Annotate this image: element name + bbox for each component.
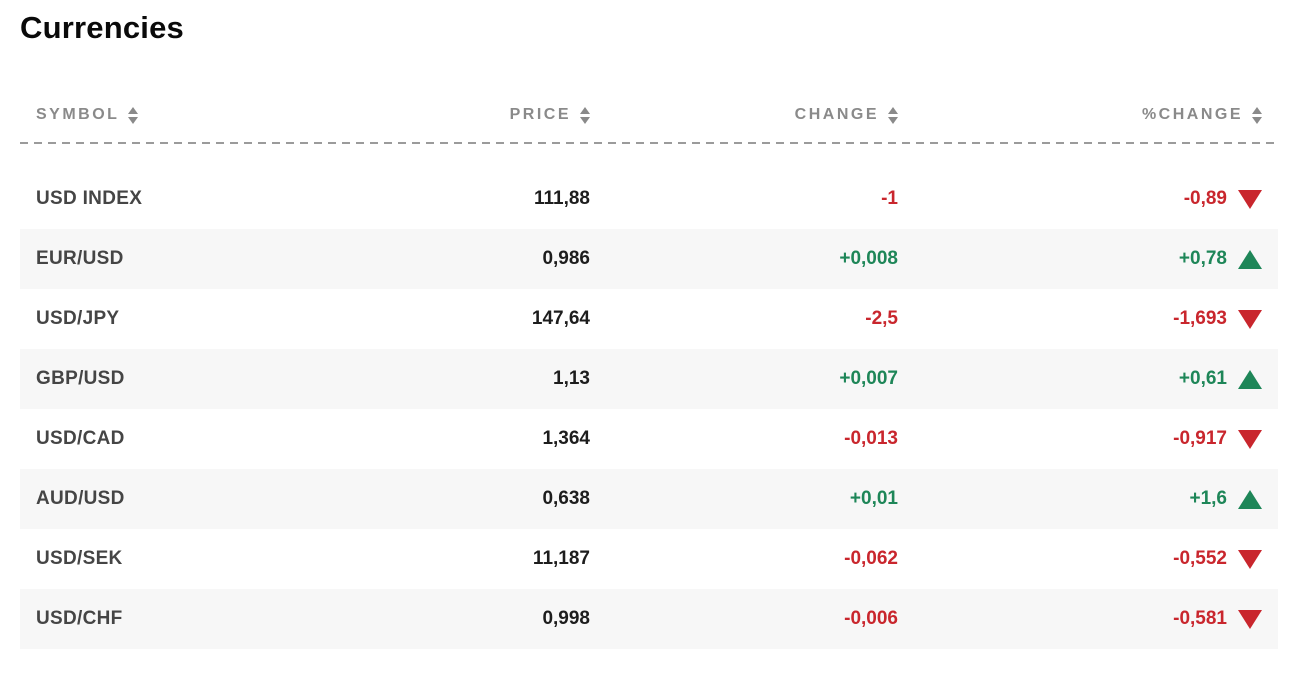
pct-change-cell: -1,693: [898, 308, 1278, 330]
change-cell: -0,062: [844, 548, 898, 569]
table-row[interactable]: USD/SEK 11,187 -0,062 -0,552: [20, 529, 1278, 589]
sort-arrows-icon: [1252, 106, 1262, 124]
triangle-down-icon: [1238, 609, 1262, 629]
pct-change-cell: -0,552: [898, 548, 1278, 570]
pct-change-value: -0,552: [1173, 548, 1227, 569]
pct-change-value: +0,61: [1178, 368, 1227, 389]
price-cell: 1,13: [553, 368, 590, 389]
column-header-price-label: PRICE: [509, 106, 571, 123]
column-header-change-label: CHANGE: [794, 106, 879, 123]
symbol-cell: USD/SEK: [36, 548, 123, 569]
table-row[interactable]: GBP/USD 1,13 +0,007 +0,61: [20, 349, 1278, 409]
symbol-cell: USD/CHF: [36, 608, 123, 629]
pct-change-value: -1,693: [1173, 308, 1227, 329]
pct-change-cell: +0,78: [898, 248, 1278, 270]
pct-change-value: +0,78: [1178, 248, 1227, 269]
price-cell: 11,187: [532, 548, 590, 569]
symbol-cell: USD/JPY: [36, 308, 120, 329]
change-cell: +0,01: [849, 488, 898, 509]
table-header-row: SYMBOL PRICE CHANGE: [20, 98, 1278, 142]
pct-change-cell: +1,6: [898, 488, 1278, 510]
price-cell: 0,638: [542, 488, 590, 509]
symbol-cell: AUD/USD: [36, 488, 125, 509]
sort-asc-arrow-icon: [580, 106, 590, 114]
currencies-table: SYMBOL PRICE CHANGE: [20, 98, 1278, 649]
column-header-pct-change-label: %CHANGE: [1141, 106, 1243, 123]
sort-desc-arrow-icon: [888, 116, 898, 124]
symbol-cell: GBP/USD: [36, 368, 125, 389]
price-cell: 0,998: [542, 608, 590, 629]
pct-change-cell: +0,61: [898, 368, 1278, 390]
symbol-cell: EUR/USD: [36, 248, 124, 269]
sort-arrows-icon: [580, 106, 590, 124]
pct-change-value: -0,89: [1183, 188, 1227, 209]
column-header-symbol[interactable]: SYMBOL: [20, 106, 300, 124]
column-header-change[interactable]: CHANGE: [590, 106, 898, 124]
pct-change-cell: -0,581: [898, 608, 1278, 630]
table-row[interactable]: USD/CHF 0,998 -0,006 -0,581: [20, 589, 1278, 649]
header-divider: [20, 142, 1278, 144]
change-cell: -0,006: [844, 608, 898, 629]
sort-desc-arrow-icon: [128, 116, 139, 124]
symbol-cell: USD/CAD: [36, 428, 125, 449]
price-cell: 0,986: [542, 248, 590, 269]
sort-desc-arrow-icon: [1252, 116, 1262, 124]
sort-arrows-icon: [888, 106, 898, 124]
table-body: USD INDEX 111,88 -1 -0,89 EUR/USD 0,986 …: [20, 169, 1278, 649]
sort-desc-arrow-icon: [580, 116, 590, 124]
table-row[interactable]: EUR/USD 0,986 +0,008 +0,78: [20, 229, 1278, 289]
pct-change-value: +1,6: [1189, 488, 1227, 509]
sort-arrows-icon: [128, 106, 139, 124]
triangle-down-icon: [1238, 429, 1262, 449]
change-cell: +0,007: [839, 368, 898, 389]
triangle-up-icon: [1238, 249, 1262, 269]
pct-change-cell: -0,917: [898, 428, 1278, 450]
table-row[interactable]: USD/JPY 147,64 -2,5 -1,693: [20, 289, 1278, 349]
change-cell: +0,008: [839, 248, 898, 269]
change-cell: -2,5: [865, 308, 898, 329]
page-title: Currencies: [20, 10, 184, 45]
change-cell: -1: [881, 188, 898, 209]
sort-asc-arrow-icon: [128, 106, 139, 114]
column-header-pct-change[interactable]: %CHANGE: [898, 106, 1278, 124]
symbol-cell: USD INDEX: [36, 188, 143, 209]
column-header-price[interactable]: PRICE: [300, 106, 590, 124]
pct-change-value: -0,917: [1173, 428, 1227, 449]
price-cell: 147,64: [531, 308, 590, 329]
table-row[interactable]: AUD/USD 0,638 +0,01 +1,6: [20, 469, 1278, 529]
change-cell: -0,013: [844, 428, 898, 449]
column-header-symbol-label: SYMBOL: [36, 106, 120, 123]
sort-asc-arrow-icon: [1252, 106, 1262, 114]
triangle-down-icon: [1238, 309, 1262, 329]
triangle-down-icon: [1238, 189, 1262, 209]
triangle-up-icon: [1238, 369, 1262, 389]
triangle-up-icon: [1238, 489, 1262, 509]
table-row[interactable]: USD/CAD 1,364 -0,013 -0,917: [20, 409, 1278, 469]
pct-change-cell: -0,89: [898, 188, 1278, 210]
table-row[interactable]: USD INDEX 111,88 -1 -0,89: [20, 169, 1278, 229]
triangle-down-icon: [1238, 549, 1262, 569]
pct-change-value: -0,581: [1173, 608, 1227, 629]
price-cell: 111,88: [533, 188, 590, 209]
price-cell: 1,364: [542, 428, 590, 449]
sort-asc-arrow-icon: [888, 106, 898, 114]
